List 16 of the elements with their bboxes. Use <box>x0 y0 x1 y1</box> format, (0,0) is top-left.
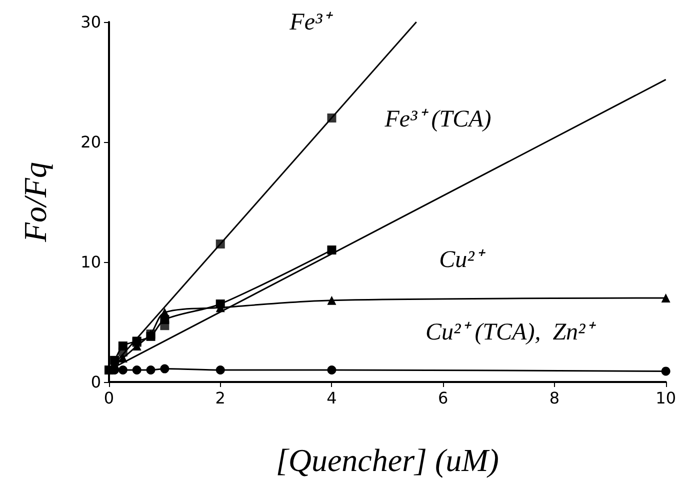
x-tick-label: 4 <box>326 388 337 408</box>
x-axis-title: [Quencher] (uM) <box>276 442 499 478</box>
x-tick-label: 10 <box>656 388 676 408</box>
x-tick-label: 8 <box>549 388 560 408</box>
annotation: Cu²⁺ (TCA), Zn²⁺ <box>425 320 596 346</box>
annotation: Fe³⁺ <box>288 9 334 36</box>
x-tick-label: 2 <box>215 388 226 408</box>
annotation: Cu²⁺ <box>439 246 486 273</box>
y-tick-label: 30 <box>80 12 101 32</box>
y-tick-label: 0 <box>90 372 101 392</box>
y-tick-label: 10 <box>80 252 101 272</box>
x-tick-label: 0 <box>104 388 114 408</box>
y-tick-label: 20 <box>80 132 101 152</box>
x-tick-label: 6 <box>438 388 448 408</box>
annotation: Fe³⁺ (TCA) <box>384 106 492 132</box>
y-axis-title: Fo/Fq <box>17 162 53 243</box>
